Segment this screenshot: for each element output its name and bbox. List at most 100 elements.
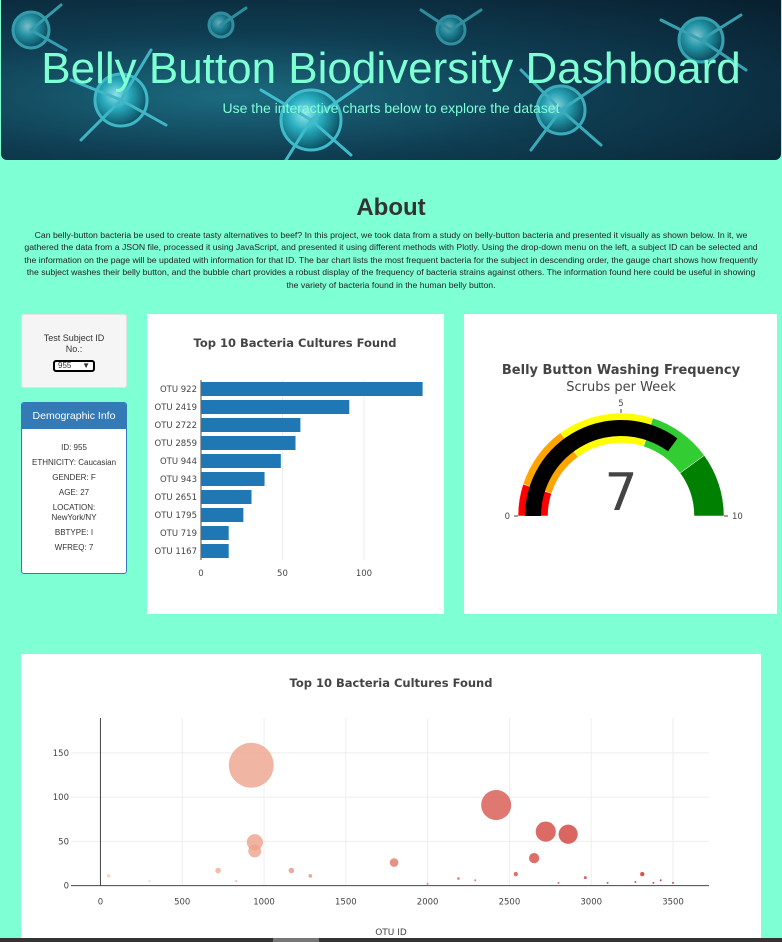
bar-x-tick-label: 0 xyxy=(198,569,203,579)
bubble-point[interactable] xyxy=(474,879,477,882)
bubble-point[interactable] xyxy=(557,881,560,884)
bubble-point[interactable] xyxy=(248,844,262,858)
bubble-point[interactable] xyxy=(535,821,556,842)
bar-category-label: OTU 922 xyxy=(160,385,197,395)
bubble-point[interactable] xyxy=(106,874,111,878)
bubble-x-tick-label: 0 xyxy=(98,898,103,908)
bar[interactable] xyxy=(201,400,350,414)
bar-category-label: OTU 2859 xyxy=(155,439,197,449)
bar[interactable] xyxy=(201,382,423,396)
bar[interactable] xyxy=(201,490,252,504)
bubble-x-tick-label: 3500 xyxy=(662,898,684,908)
bar-chart[interactable]: Top 10 Bacteria Cultures Found 0 50 100 OTU… xyxy=(147,314,444,614)
bar[interactable] xyxy=(201,454,281,468)
bubble-x-tick-label: 1000 xyxy=(253,898,275,908)
demo-location: LOCATION: NewYork/NY xyxy=(51,503,97,522)
bar-category-label: OTU 719 xyxy=(160,529,197,539)
bubble-y-tick-label: 150 xyxy=(53,749,69,759)
horizontal-scrollbar[interactable] xyxy=(0,938,782,942)
bar[interactable] xyxy=(201,526,229,540)
hero-banner: Belly Button Biodiversity Dashboard Use … xyxy=(1,0,781,160)
bubble-point[interactable] xyxy=(672,881,675,884)
bar-category-label: OTU 2651 xyxy=(155,493,197,503)
bubble-point[interactable] xyxy=(513,871,518,877)
bubble-y-tick-label: 0 xyxy=(64,882,69,892)
bar-category-label: OTU 943 xyxy=(160,475,197,485)
bubble-x-tick-label: 2500 xyxy=(499,898,521,908)
gauge-value-bar[interactable] xyxy=(525,420,678,516)
gauge-subtitle: Scrubs per Week xyxy=(566,380,676,395)
demo-id: ID: 955 xyxy=(61,443,87,452)
bar[interactable] xyxy=(201,508,244,522)
bubble-chart-title: Top 10 Bacteria Cultures Found xyxy=(290,676,493,690)
about-paragraph: Can belly-button bacteria be used to cre… xyxy=(24,230,758,290)
bubble-point[interactable] xyxy=(288,867,295,874)
bubble-point[interactable] xyxy=(481,790,512,821)
page-title: Belly Button Biodiversity Dashboard xyxy=(41,44,741,93)
bubble-point[interactable] xyxy=(652,881,655,884)
gauge-title: Belly Button Washing Frequency xyxy=(502,363,741,378)
page-subtitle: Use the interactive charts below to expl… xyxy=(222,100,560,116)
bubble-chart[interactable]: Top 10 Bacteria Cultures Found OTU ID 0 5… xyxy=(21,654,761,942)
bubble-point[interactable] xyxy=(308,874,313,878)
gauge-band xyxy=(679,455,725,517)
bubble-point[interactable] xyxy=(558,824,578,844)
bubble-point[interactable] xyxy=(583,876,587,880)
gauge-tick-label: 5 xyxy=(618,399,623,409)
bubble-point[interactable] xyxy=(634,881,637,884)
scrollbar-thumb[interactable] xyxy=(273,938,319,942)
gauge-tick-label: 0 xyxy=(505,512,510,522)
subject-id-label: Test Subject ID No.: xyxy=(43,333,105,354)
bar-category-label: OTU 1795 xyxy=(155,511,197,521)
about-heading: About xyxy=(356,194,426,221)
subject-selector-well: Test Subject ID No.: 955 ▼ xyxy=(21,314,127,388)
bubble-point[interactable] xyxy=(606,881,609,884)
gauge-tick-label: 10 xyxy=(732,512,743,522)
bubble-x-tick-label: 3000 xyxy=(580,898,602,908)
bubble-point[interactable] xyxy=(235,880,238,883)
bar[interactable] xyxy=(201,472,265,486)
bar[interactable] xyxy=(201,418,301,432)
bubble-point[interactable] xyxy=(457,877,460,880)
gauge-chart[interactable]: Belly Button Washing Frequency Scrubs pe… xyxy=(464,314,777,614)
bubble-x-tick-label: 2000 xyxy=(417,898,439,908)
bubble-point[interactable] xyxy=(228,742,274,788)
demo-age: AGE: 27 xyxy=(58,488,90,497)
demographic-info-title: Demographic Info xyxy=(22,403,126,429)
bar-category-label: OTU 2419 xyxy=(155,403,197,413)
demographic-info-panel: Demographic Info ID: 955 ETHNICITY: Cauc… xyxy=(21,402,127,574)
subject-id-dropdown[interactable]: 955 ▼ xyxy=(53,360,95,372)
bubble-point[interactable] xyxy=(215,867,221,874)
demo-bbtype: BBTYPE: I xyxy=(54,528,94,537)
bubble-point[interactable] xyxy=(389,858,399,867)
bar-category-label: OTU 1167 xyxy=(155,547,197,557)
bubble-y-tick-label: 50 xyxy=(58,837,69,847)
bubble-x-axis-label: OTU ID xyxy=(375,928,407,938)
bacteria-background-image xyxy=(11,3,748,160)
bubble-x-tick-label: 500 xyxy=(174,898,190,908)
bubble-point[interactable] xyxy=(640,871,645,877)
demo-gender: GENDER: F xyxy=(52,473,96,482)
bar-chart-title: Top 10 Bacteria Cultures Found xyxy=(194,336,397,350)
bar-x-tick-label: 100 xyxy=(356,569,372,579)
demo-ethnicity: ETHNICITY: Caucasian xyxy=(31,458,117,467)
bar-category-label: OTU 944 xyxy=(160,457,197,467)
bubble-y-tick-label: 100 xyxy=(53,793,69,803)
demo-wfreq: WFREQ: 7 xyxy=(54,543,94,552)
chevron-down-icon: ▼ xyxy=(82,361,90,370)
bar-x-tick-label: 50 xyxy=(277,569,288,579)
demographic-info-body: ID: 955 ETHNICITY: Caucasian GENDER: F A… xyxy=(22,429,126,553)
gauge-value-number: 7 xyxy=(604,463,637,523)
bubble-point[interactable] xyxy=(659,879,662,882)
bar[interactable] xyxy=(201,544,229,558)
gauge-chart-card: Belly Button Washing Frequency Scrubs pe… xyxy=(464,314,777,614)
bar-category-label: OTU 2722 xyxy=(155,421,197,431)
bubble-chart-card: Top 10 Bacteria Cultures Found OTU ID 0 5… xyxy=(21,654,761,942)
bubble-x-tick-label: 1500 xyxy=(335,898,357,908)
subject-id-selected-value: 955 xyxy=(58,361,72,370)
bubble-point[interactable] xyxy=(426,882,429,885)
bar-chart-card: Top 10 Bacteria Cultures Found 0 50 100 OTU… xyxy=(147,314,444,614)
bubble-point[interactable] xyxy=(529,853,540,864)
bubble-point[interactable] xyxy=(148,880,151,883)
bar[interactable] xyxy=(201,436,296,450)
